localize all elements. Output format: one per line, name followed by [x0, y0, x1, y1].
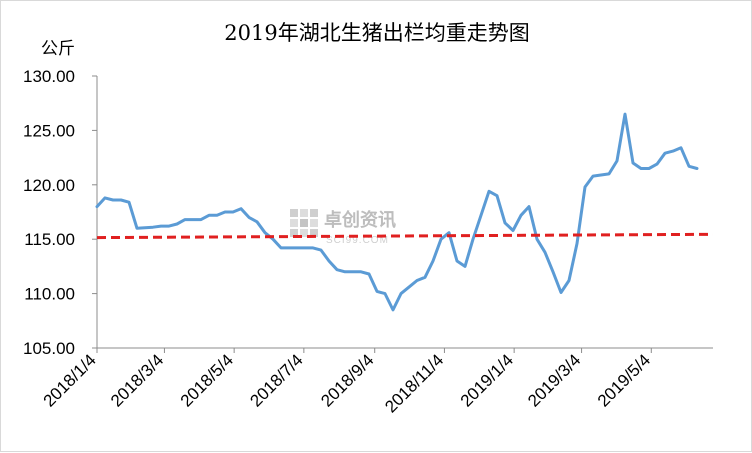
x-tick-label: 2018/7/4	[246, 350, 306, 410]
x-tick-label: 2018/9/4	[317, 350, 377, 410]
series-layer	[95, 112, 714, 312]
x-tick-label: 2018/1/4	[40, 350, 100, 410]
x-tick-label: 2018/5/4	[177, 350, 237, 410]
average-weight-series-line	[95, 112, 699, 312]
y-tick-label: 105.00	[23, 339, 75, 358]
x-tick-label: 2018/3/4	[107, 350, 167, 410]
watermark: 卓创资讯 SCI99.COM	[290, 209, 396, 246]
x-tick-label: 2019/1/4	[457, 350, 517, 410]
chart-title: 2019年湖北生猪出栏均重走势图	[224, 21, 529, 45]
y-tick-label: 130.00	[23, 67, 75, 86]
watermark-subtext: SCI99.COM	[326, 235, 389, 246]
x-axis: 2018/1/4 2018/3/4 2018/5/4 2018/7/4 2018/9/4…	[40, 348, 654, 416]
watermark-logo-icon	[290, 209, 318, 237]
x-tick-label: 2019/3/4	[524, 350, 584, 410]
watermark-text: 卓创资讯	[324, 209, 396, 231]
y-tick-label: 115.00	[24, 230, 75, 249]
axes	[96, 76, 713, 349]
y-tick-label: 110.00	[24, 285, 75, 304]
y-tick-label: 125.00	[23, 121, 75, 140]
x-tick-label: 2019/5/4	[594, 350, 654, 410]
average-weight-trendline	[96, 232, 714, 240]
y-axis: 105.00 110.00 115.00 120.00 125.00 130.00	[23, 67, 97, 358]
y-axis-unit-label: 公斤	[41, 39, 75, 59]
x-tick-label: 2018/11/4	[381, 350, 447, 416]
y-tick-label: 120.00	[23, 176, 75, 195]
